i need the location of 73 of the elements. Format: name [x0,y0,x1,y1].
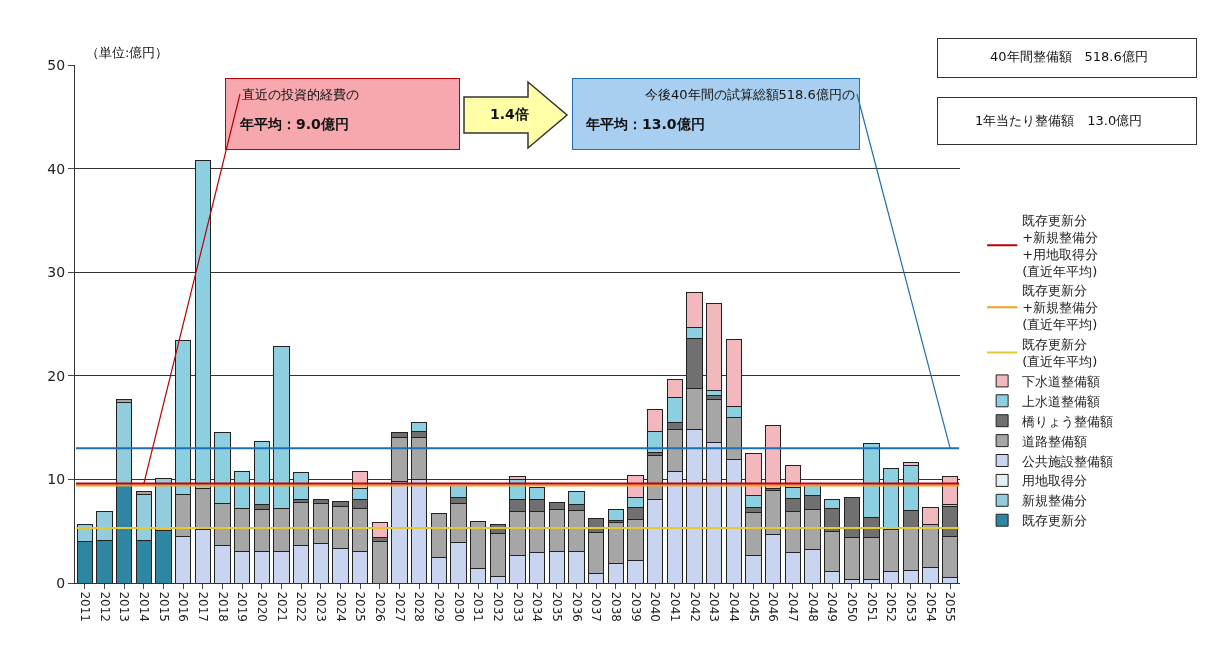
x-tick-label: 2020 [254,591,269,622]
legend-label: 既存更新分 (直近年平均) [1022,337,1098,370]
legend-label: 既存更新分 +新規整備分 +用地取得分 (直近年平均) [1022,212,1099,279]
annotation: 年平均：9.0億円 [240,116,349,134]
x-tick-label: 2041 [667,591,682,622]
x-tick-label: 2027 [392,591,407,622]
x-tick-label: 2051 [864,591,879,622]
x-tick-label: 2014 [136,591,151,622]
x-tick-label: 2019 [235,591,250,622]
annotation: 年平均：13.0億円 [586,116,705,134]
x-tick-label: 2053 [903,591,918,622]
legend-label: 下水道整備額 [1022,373,1101,389]
x-tick-label: 2017 [195,591,210,622]
legend-label: 既存更新分 +新規整備分 (直近年平均) [1022,283,1099,333]
x-tick-label: 2042 [687,591,702,622]
x-tick-label: 2036 [569,591,584,622]
x-tick-label: 2055 [943,591,958,622]
legend-label: 上水道整備額 [1022,393,1101,409]
x-tick-label: 2029 [431,591,446,622]
y-axis-title: （単位:億円） [86,45,169,60]
y-tick-label: 0 [56,574,66,591]
x-tick-label: 2018 [215,591,230,622]
x-tick-label: 2037 [589,591,604,622]
x-tick-label: 2038 [608,591,623,622]
x-tick-label: 2048 [805,591,820,622]
x-tick-label: 2033 [510,591,525,622]
text: 40年間整備額 518.6億円 [990,48,1148,66]
y-tick-label: 50 [47,56,66,73]
legend-label: 公共施設整備額 [1022,453,1114,469]
x-tick-label: 2011 [77,591,92,622]
x-tick-label: 2047 [785,591,800,622]
x-tick-label: 2049 [825,591,840,622]
legend-label: 新規整備分 [1022,493,1088,509]
x-tick-label: 2040 [648,591,663,622]
x-tick-label: 2015 [156,591,171,622]
annotation: 今後40年間の試算総額518.6億円の [645,87,855,102]
annotation: 直近の投資的経費の [242,87,359,102]
x-tick-label: 2021 [274,591,289,622]
x-tick-label: 2032 [490,591,505,622]
x-tick-label: 2025 [353,591,368,622]
x-tick-label: 2030 [451,591,466,622]
x-tick-label: 2026 [372,591,387,622]
x-tick-label: 2031 [471,591,486,622]
x-tick-label: 2052 [884,591,899,622]
x-tick-label: 2043 [707,591,722,622]
bar [371,541,388,583]
legend-label: 既存更新分 [1022,513,1088,529]
annotation: 1.4倍 [490,106,529,124]
x-tick-label: 2054 [923,591,938,622]
x-tick-label: 2035 [549,591,564,622]
x-tick-label: 2024 [333,591,348,622]
bar [607,508,624,522]
x-tick-label: 2045 [746,591,761,622]
x-tick-label: 2044 [726,591,741,622]
x-tick-label: 2012 [97,591,112,622]
bar [116,485,133,583]
y-tick-label: 40 [47,160,66,177]
x-tick-label: 2034 [530,591,545,622]
x-tick-label: 2046 [766,591,781,622]
legend-label: 橋りょう整備額 [1022,413,1114,429]
x-tick-label: 2039 [628,591,643,622]
y-tick-label: 10 [47,471,66,488]
legend-label: 用地取得分 [1022,473,1088,489]
y-tick-label: 20 [47,367,66,384]
x-tick-label: 2016 [176,591,191,622]
x-tick-label: 2028 [412,591,427,622]
x-tick-label: 2050 [844,591,859,622]
x-tick-label: 2022 [294,591,309,622]
legend-label: 道路整備額 [1022,433,1088,449]
x-tick-label: 2023 [313,591,328,622]
text: 1年当たり整備額 13.0億円 [975,112,1143,130]
y-tick-label: 30 [47,264,66,281]
x-tick-label: 2013 [117,591,132,622]
